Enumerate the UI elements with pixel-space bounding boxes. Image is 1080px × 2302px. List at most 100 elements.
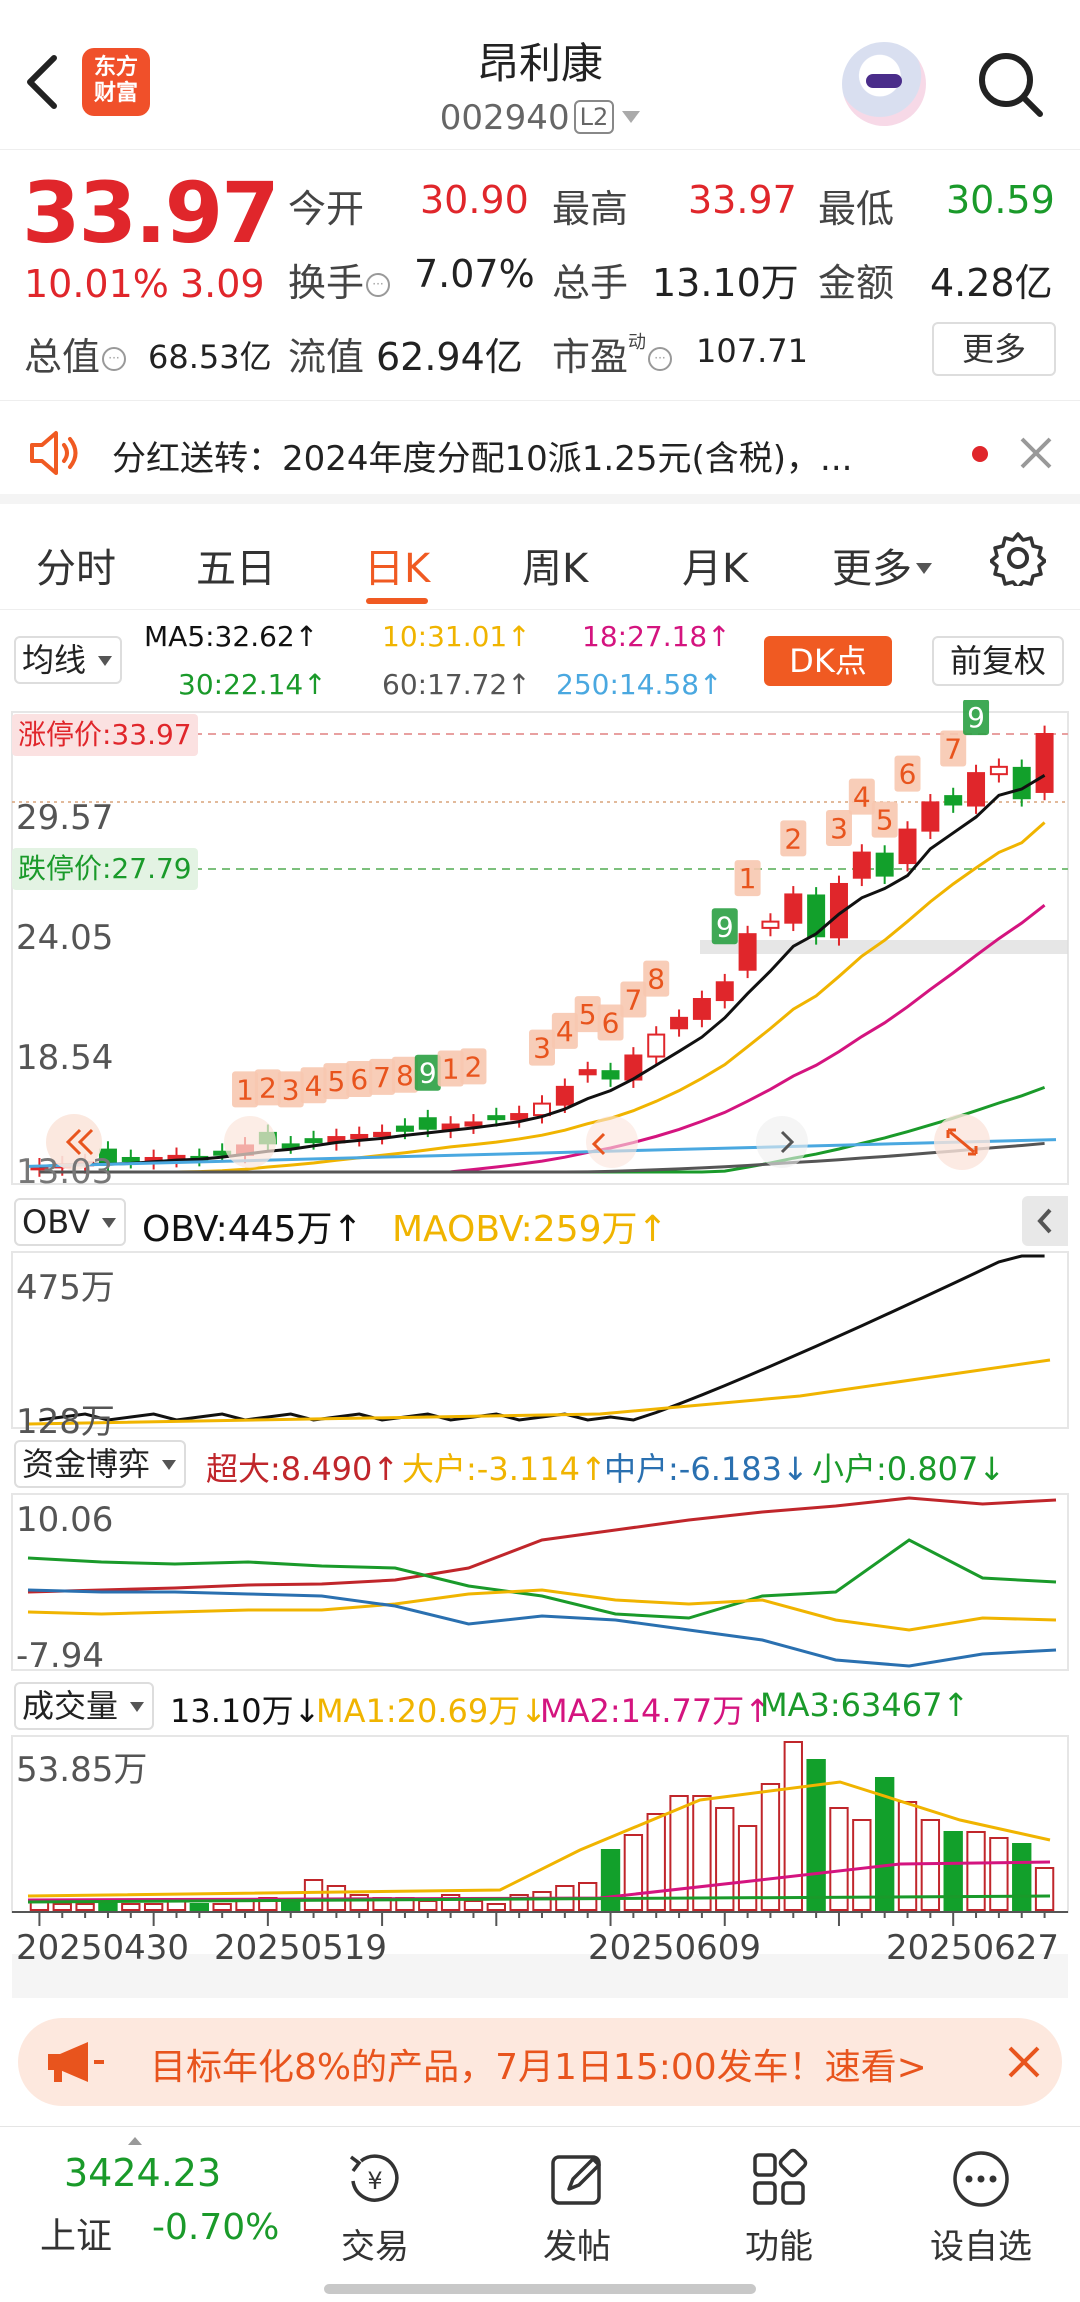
chevron-up-icon[interactable] (128, 2137, 142, 2145)
ma5-value: MA5:32.62↑ (144, 620, 319, 653)
obv-value: OBV:445万↑ (142, 1209, 363, 1250)
maobv-value: MAOBV:259万↑ (392, 1209, 668, 1250)
dk-marker-bg (277, 1071, 304, 1108)
index-change[interactable]: -0.70% (152, 2207, 280, 2248)
zoom-out-button[interactable] (224, 1116, 276, 1168)
close-icon[interactable] (1004, 2042, 1044, 2082)
ma60-value: 60:17.72↑ (382, 668, 531, 701)
home-indicator (324, 2284, 756, 2294)
search-icon[interactable] (976, 50, 1046, 120)
vol-ma1-line (27, 1780, 1051, 1898)
candle (761, 920, 780, 929)
candle (1035, 733, 1054, 793)
stock-code-selector[interactable]: 002940 L2 (0, 98, 1080, 138)
dk-marker-bg (871, 801, 898, 838)
dk-marker: 9 (716, 910, 734, 943)
dk-marker-bg (894, 755, 921, 792)
capital-line (27, 1588, 1057, 1632)
volume-bar (463, 1900, 484, 1911)
change-amount: 3.09 (180, 262, 265, 306)
dk-point-button[interactable]: DK点 (764, 636, 892, 686)
more-button[interactable]: 更多 (932, 322, 1056, 376)
high-value: 33.97 (688, 178, 797, 222)
volume-selector[interactable]: 成交量 (14, 1682, 155, 1730)
capital-selector[interactable]: 资金博弈 (14, 1440, 187, 1488)
candle (715, 981, 734, 1002)
capital-line (27, 1496, 1057, 1594)
dk-marker: 3 (533, 1032, 551, 1065)
svg-text:¥: ¥ (367, 2167, 382, 2195)
nav-add-watchlist[interactable]: 设自选 (916, 2147, 1046, 2268)
dk-marker-bg (574, 996, 601, 1033)
dk-marker-bg (437, 1050, 464, 1087)
dk-marker: 2 (259, 1071, 277, 1104)
volume-bar (943, 1831, 963, 1911)
tab-weekly-k[interactable]: 周K (522, 546, 589, 592)
amount-value: 4.28亿 (930, 261, 1053, 305)
index-value[interactable]: 3424.23 (64, 2151, 222, 2195)
nav-trade[interactable]: ¥ 交易 (310, 2147, 440, 2268)
dk-marker: 3 (830, 812, 848, 845)
candle (373, 1131, 392, 1138)
mid-value: 中户:-6.183↓ (604, 1450, 809, 1488)
chevron-down-icon (622, 111, 641, 123)
back-arrow-icon[interactable] (22, 52, 62, 112)
tab-five-day[interactable]: 五日 (196, 546, 276, 592)
nav-post[interactable]: 发帖 (512, 2147, 642, 2268)
gear-icon[interactable] (990, 530, 1046, 586)
bottom-bar: 3424.23 上证 -0.70% ¥ 交易 发帖 功能 设自选 (0, 2126, 1080, 2302)
volume-bar (303, 1879, 324, 1911)
float-label: 流值 (288, 335, 365, 379)
candle (738, 933, 757, 971)
volume-bar (897, 1801, 918, 1911)
adjust-mode-button[interactable]: 前复权 (932, 636, 1064, 686)
obv-line (39, 1254, 1045, 1422)
dk-marker-bg (825, 809, 852, 846)
info-icon[interactable]: ··· (648, 347, 673, 371)
dk-marker-bg (369, 1058, 396, 1095)
collapse-panel-button[interactable] (1022, 1196, 1068, 1246)
l2-badge: L2 (573, 100, 615, 134)
candle (670, 1016, 689, 1030)
volume-bar (852, 1819, 872, 1911)
dk-marker-bg (940, 730, 967, 767)
quote-panel: 33.97 10.01% 3.09 今开 30.90 最高 33.97 最低 3… (0, 150, 1080, 400)
robot-assistant-avatar[interactable] (842, 42, 926, 126)
megaphone-icon (48, 2042, 104, 2082)
promo-banner[interactable]: 目标年化8%的产品，7月1日15:00发车！速看> (18, 2018, 1062, 2106)
dividend-notice[interactable]: 分红送转：2024年度分配10派1.25元(含税)，... (0, 400, 1080, 504)
dk-marker-bg (643, 960, 670, 997)
dk-marker: 4 (853, 781, 871, 814)
tab-monthly-k[interactable]: 月K (682, 546, 749, 592)
indicator-selector[interactable]: 均线 (14, 636, 123, 684)
nav-functions[interactable]: 功能 (714, 2147, 844, 2268)
scroll-left-button[interactable] (46, 1114, 102, 1170)
dk-marker: 7 (373, 1061, 391, 1094)
ma250-value: 250:14.58↑ (556, 668, 723, 701)
notice-text: 分红送转：2024年度分配10派1.25元(含税)，... (112, 439, 853, 479)
promo-text: 目标年化8%的产品，7月1日15:00发车！速看> (150, 2047, 927, 2088)
dk-marker: 7 (624, 983, 642, 1016)
pan-right-button[interactable] (756, 1116, 808, 1168)
volume-top: 53.85万 (16, 1750, 148, 1790)
info-icon[interactable]: ··· (366, 273, 391, 297)
candle (647, 1033, 666, 1058)
pan-left-button[interactable] (586, 1116, 638, 1168)
last-price: 33.97 (22, 164, 280, 262)
trade-icon: ¥ (349, 2154, 399, 2202)
obv-selector[interactable]: OBV (14, 1198, 127, 1246)
candle (281, 1143, 300, 1149)
tab-more[interactable]: 更多 (832, 536, 932, 594)
close-icon[interactable] (1016, 433, 1056, 473)
tab-daily-k[interactable]: 日K (364, 546, 431, 592)
open-label: 今开 (288, 187, 365, 231)
tab-intraday[interactable]: 分时 (36, 546, 116, 592)
volume-bar (623, 1834, 644, 1911)
info-icon[interactable]: ··· (102, 347, 127, 371)
volume-bar (1034, 1867, 1055, 1911)
candle (989, 765, 1008, 776)
volume-value: 13.10万 (652, 261, 799, 305)
index-name[interactable]: 上证 (40, 2216, 113, 2257)
capital-line (27, 1588, 1057, 1668)
